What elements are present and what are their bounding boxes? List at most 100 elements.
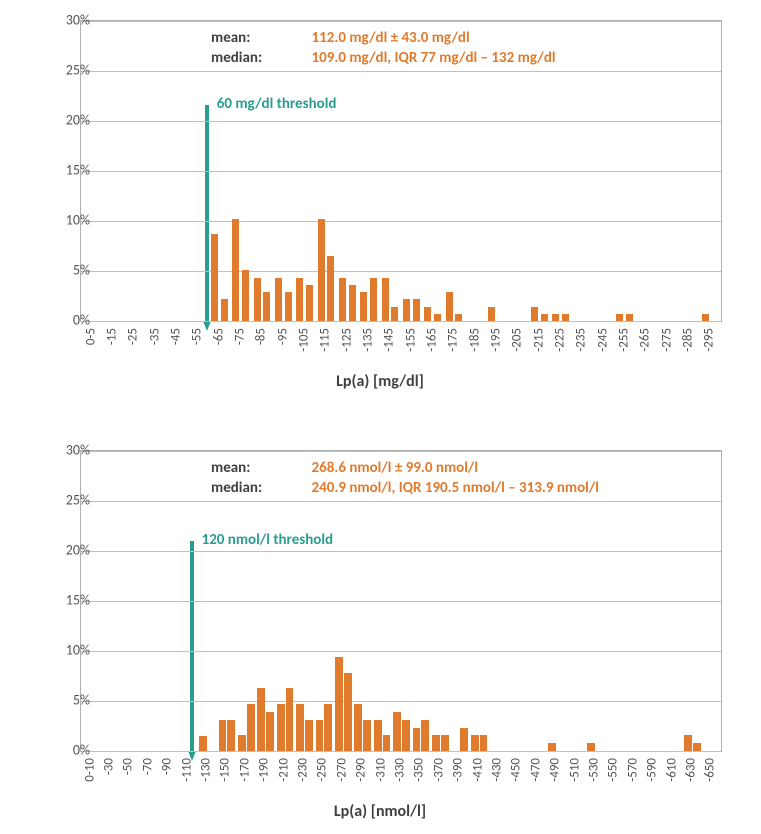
y-tick-label: 10% xyxy=(40,212,90,229)
y-tick-label: 15% xyxy=(40,162,90,179)
x-tick-label: -150 xyxy=(218,758,233,782)
x-tick-label: -35 xyxy=(147,328,162,345)
y-tick-label: 0% xyxy=(40,742,90,759)
histogram-bar xyxy=(432,735,440,751)
x-tick-label: -225 xyxy=(553,328,568,352)
x-tick-label: -195 xyxy=(489,328,504,352)
x-tick-label: -75 xyxy=(233,328,248,345)
bottom-plot: 120 nmol/l threshold mean: 268.6 nmol/l … xyxy=(80,450,722,752)
histogram-bar xyxy=(306,285,313,321)
histogram-bar xyxy=(402,720,410,751)
histogram-bar xyxy=(626,314,633,321)
histogram-bar xyxy=(316,720,324,751)
gridline xyxy=(81,451,721,452)
gridline xyxy=(81,21,721,22)
x-tick-label: -650 xyxy=(703,758,718,782)
x-tick-label: -295 xyxy=(702,328,717,352)
gridline xyxy=(81,221,721,222)
x-axis-title-bottom: Lp(a) [nmol/l] xyxy=(20,802,740,821)
x-tick-label: -230 xyxy=(296,758,311,782)
x-tick-label: -215 xyxy=(531,328,546,352)
x-tick-label: -50 xyxy=(121,758,136,775)
histogram-bar xyxy=(441,735,449,751)
histogram-bar xyxy=(393,712,401,751)
histogram-bar xyxy=(277,704,285,751)
median-value: 240.9 nmol/l, IQR 190.5 nmol/l – 313.9 n… xyxy=(312,479,599,497)
x-tick-label: -185 xyxy=(467,328,482,352)
histogram-bar xyxy=(286,688,294,751)
x-tick-label: -25 xyxy=(126,328,141,345)
x-tick-label: -165 xyxy=(425,328,440,352)
histogram-bar xyxy=(446,292,453,321)
threshold-marker-top xyxy=(205,105,209,321)
top-chart: 60 mg/dl threshold mean: 112.0 mg/dl ± 4… xyxy=(20,10,740,390)
x-tick-label: -430 xyxy=(489,758,504,782)
y-tick-label: 10% xyxy=(40,642,90,659)
histogram-bar xyxy=(335,657,343,751)
histogram-bar xyxy=(344,673,352,751)
x-tick-label: -490 xyxy=(548,758,563,782)
histogram-bar xyxy=(684,735,692,751)
x-tick-label: -145 xyxy=(382,328,397,352)
x-tick-label: -570 xyxy=(625,758,640,782)
histogram-bar xyxy=(455,314,462,321)
x-tick-label: -85 xyxy=(254,328,269,345)
x-tick-label: -610 xyxy=(664,758,679,782)
x-tick-label: -410 xyxy=(470,758,485,782)
gridline xyxy=(81,751,721,752)
histogram-bar xyxy=(324,704,332,751)
x-tick-label: 0-10 xyxy=(82,758,97,782)
histogram-bar xyxy=(349,285,356,321)
x-tick-label: -310 xyxy=(373,758,388,782)
histogram-bar xyxy=(285,292,292,321)
x-tick-label: -170 xyxy=(237,758,252,782)
y-tick-label: 15% xyxy=(40,592,90,609)
gridline xyxy=(81,701,721,702)
histogram-bar xyxy=(266,712,274,751)
histogram-bar xyxy=(587,743,595,751)
gridline xyxy=(81,321,721,322)
histogram-bar xyxy=(413,299,420,321)
x-tick-label: -45 xyxy=(169,328,184,345)
mean-label: mean: xyxy=(211,459,281,479)
mean-value: 268.6 nmol/l ± 99.0 nmol/l xyxy=(312,459,479,477)
bottom-chart: 120 nmol/l threshold mean: 268.6 nmol/l … xyxy=(20,440,740,820)
x-tick-label: -205 xyxy=(510,328,525,352)
histogram-bar xyxy=(211,234,218,321)
median-label: median: xyxy=(211,49,281,69)
histogram-bar xyxy=(374,720,382,751)
gridline xyxy=(81,601,721,602)
x-tick-label: -115 xyxy=(318,328,333,352)
histogram-bar xyxy=(616,314,623,321)
y-tick-label: 25% xyxy=(40,62,90,79)
histogram-bar xyxy=(471,735,479,751)
histogram-bar xyxy=(227,720,235,751)
x-tick-label: -530 xyxy=(586,758,601,782)
y-tick-label: 25% xyxy=(40,492,90,509)
histogram-bar xyxy=(360,292,367,321)
threshold-label-top: 60 mg/dl threshold xyxy=(217,95,337,113)
x-tick-label: -70 xyxy=(140,758,155,775)
mean-value: 112.0 mg/dl ± 43.0 mg/dl xyxy=(312,29,470,47)
histogram-bar xyxy=(424,307,431,321)
histogram-bar xyxy=(552,314,559,321)
x-tick-label: -235 xyxy=(574,328,589,352)
x-tick-label: -55 xyxy=(190,328,205,345)
y-tick-label: 20% xyxy=(40,542,90,559)
x-tick-label: -350 xyxy=(412,758,427,782)
histogram-bar xyxy=(296,278,303,321)
gridline xyxy=(81,171,721,172)
median-value: 109.0 mg/dl, IQR 77 mg/dl – 132 mg/dl xyxy=(312,49,556,67)
stats-bottom: mean: 268.6 nmol/l ± 99.0 nmol/l median:… xyxy=(211,459,599,498)
histogram-bar xyxy=(199,736,207,751)
x-tick-label: -135 xyxy=(361,328,376,352)
top-plot: 60 mg/dl threshold mean: 112.0 mg/dl ± 4… xyxy=(80,20,722,322)
histogram-bar xyxy=(238,735,246,751)
histogram-bar xyxy=(247,704,255,751)
x-tick-label: -390 xyxy=(451,758,466,782)
x-tick-label: -175 xyxy=(446,328,461,352)
histogram-bar xyxy=(363,720,371,751)
histogram-bar xyxy=(403,299,410,321)
x-tick-label: -285 xyxy=(681,328,696,352)
x-tick-label: -450 xyxy=(509,758,524,782)
